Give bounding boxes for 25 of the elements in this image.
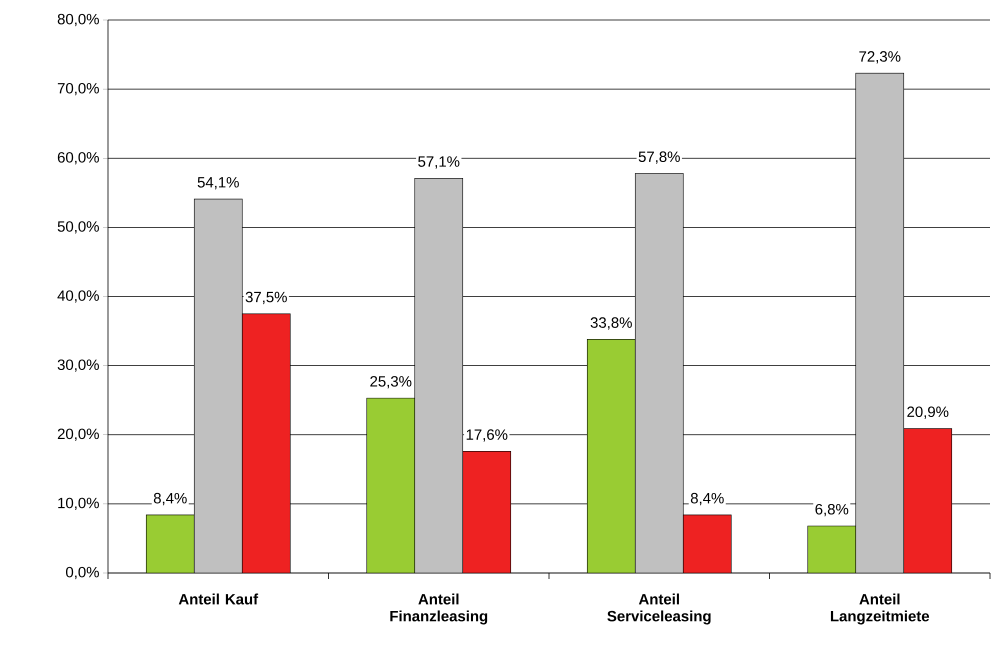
data-label: 57,1% [418, 156, 460, 169]
data-label: 54,1% [198, 177, 239, 190]
y-tick-label: 10,0% [58, 498, 99, 510]
data-label: 8,4% [154, 492, 187, 506]
x-tick-label: Anteil Langzeitmiete [830, 594, 930, 624]
y-tick-label: 70,0% [58, 82, 99, 96]
data-label: 57,8% [638, 151, 680, 164]
data-label: 37,5% [246, 292, 287, 304]
y-tick-label: 0,0% [66, 566, 99, 580]
y-tick-label: 40,0% [57, 290, 99, 303]
data-label: 25,3% [370, 376, 412, 388]
data-label: 6,8% [815, 504, 848, 516]
data-label: 33,8% [590, 317, 632, 330]
y-tick-label: 80,0% [58, 14, 99, 26]
y-tick-label: 50,0% [58, 221, 99, 234]
data-label: 8,4% [690, 492, 724, 506]
y-tick-label: 60,0% [58, 152, 99, 164]
data-label: 17,6% [466, 429, 508, 442]
x-tick-label: Anteil Finanzleasing [390, 594, 488, 624]
x-tick-label: Anteil Kauf [178, 594, 258, 604]
y-tick-label: 30,0% [58, 359, 99, 372]
y-tick-label: 20,0% [58, 428, 99, 441]
data-label: 72,3% [859, 51, 900, 64]
x-tick-label: Anteil Serviceleasing [607, 594, 711, 624]
data-label: 20,9% [907, 406, 948, 419]
